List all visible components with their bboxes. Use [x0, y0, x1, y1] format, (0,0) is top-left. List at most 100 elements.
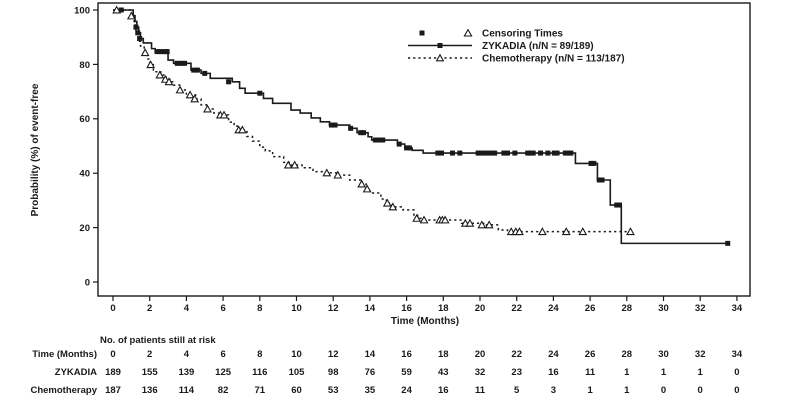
y-tick-label: 80	[79, 60, 90, 71]
x-tick-label: 20	[475, 303, 486, 314]
censor-square-marker	[202, 70, 208, 76]
censor-triangle-marker	[419, 215, 429, 224]
x-tick-label: 2	[147, 303, 152, 314]
censor-square-marker	[194, 67, 200, 73]
censor-square-marker	[492, 150, 498, 156]
risk-chemotherapy-value: 1	[587, 385, 593, 396]
censor-square-marker	[380, 137, 386, 143]
y-axis: 0 20 40 60 80 100	[74, 5, 98, 288]
censor-triangle-marker	[537, 227, 547, 236]
censor-triangle-marker	[515, 227, 524, 236]
x-tick-label: 8	[257, 303, 262, 314]
censor-triangle-marker	[146, 60, 156, 69]
risk-time-value: 20	[475, 349, 486, 360]
x-tick-label: 14	[365, 303, 376, 314]
censor-square-marker	[137, 36, 143, 42]
censor-square-marker	[438, 150, 444, 156]
risk-time-value: 8	[257, 349, 262, 360]
censor-square-marker	[360, 130, 366, 136]
censor-triangle-marker	[382, 198, 392, 207]
risk-zykadia-value: 23	[511, 367, 522, 378]
risk-chemotherapy-value: 16	[438, 385, 449, 396]
censor-square-marker	[372, 137, 378, 143]
censor-triangle-marker	[126, 11, 136, 20]
y-tick-label: 0	[85, 277, 90, 288]
censor-square-marker	[505, 150, 511, 156]
legend-label-chemotherapy: Chemotherapy (n/N = 113/187)	[482, 54, 625, 65]
censor-square-marker	[554, 150, 560, 156]
risk-chemotherapy-value: 53	[328, 385, 339, 396]
censor-square-marker	[191, 67, 197, 73]
x-tick-label: 22	[511, 303, 522, 314]
risk-chemotherapy-value: 136	[142, 385, 158, 396]
censor-square-marker	[565, 150, 571, 156]
censor-square-marker	[178, 60, 184, 66]
censor-triangle-marker	[175, 85, 185, 94]
risk-chemotherapy-value: 0	[661, 385, 666, 396]
risk-zykadia-value: 98	[328, 367, 339, 378]
x-tick-label: 18	[438, 303, 449, 314]
censor-square-marker	[591, 160, 597, 166]
risk-zykadia-value: 59	[401, 367, 412, 378]
censor-square-marker	[478, 150, 484, 156]
censor-triangle-marker	[283, 160, 293, 169]
censor-square-marker	[551, 150, 557, 156]
risk-chemotherapy-value: 60	[291, 385, 302, 396]
risk-time-value: 28	[622, 349, 633, 360]
censor-triangle-marker	[465, 218, 475, 227]
censor-square-marker	[158, 49, 164, 55]
risk-time-value: 4	[184, 349, 190, 360]
censor-triangle-marker	[219, 110, 229, 119]
censor-triangle-marker	[322, 168, 332, 177]
censor-triangle-marker	[362, 184, 372, 193]
censor-square-marker	[512, 150, 518, 156]
censor-square-marker	[484, 150, 490, 156]
censor-triangle-marker	[237, 125, 247, 134]
risk-time-value: 16	[401, 349, 412, 360]
y-tick-label: 20	[79, 223, 90, 234]
legend: Censoring Times ZYKADIA (n/N = 89/189) C…	[408, 28, 625, 65]
risk-zykadia-value: 139	[178, 367, 194, 378]
x-tick-label: 10	[291, 303, 302, 314]
censor-square-marker	[118, 7, 124, 13]
y-tick-label: 40	[79, 169, 90, 180]
censor-triangle-marker	[484, 220, 494, 229]
censor-square-marker	[404, 145, 410, 151]
risk-chemotherapy-value: 71	[255, 385, 266, 396]
x-axis: 0 2 4 6 8 10 12 14 16 18 20 22 24 26 28 30 32 34	[110, 296, 743, 314]
censor-square-marker	[396, 141, 402, 147]
risk-chemotherapy-value: 0	[698, 385, 703, 396]
censor-triangle-marker	[112, 5, 122, 14]
plot-frame	[97, 2, 751, 297]
risk-chemotherapy-value: 82	[218, 385, 229, 396]
risk-zykadia-value: 1	[661, 367, 667, 378]
risk-chemotherapy-value: 114	[179, 385, 195, 396]
zykadia-step-line	[113, 9, 728, 245]
risk-zykadia-value: 43	[438, 367, 449, 378]
risk-time-value: 10	[291, 349, 302, 360]
risk-time-value: 34	[732, 349, 743, 360]
censor-square-marker	[568, 150, 574, 156]
risk-row-label-chemotherapy: Chemotherapy	[30, 385, 97, 396]
risk-zykadia-value: 11	[585, 367, 596, 378]
censor-square-marker	[449, 150, 455, 156]
x-tick-label: 12	[328, 303, 339, 314]
censor-square-marker	[457, 150, 463, 156]
risk-time-value: 2	[147, 349, 152, 360]
censor-square-marker	[501, 150, 507, 156]
censor-triangle-marker	[185, 90, 195, 99]
risk-table-title: No. of patients still at risk	[100, 335, 216, 346]
risk-time-value: 32	[695, 349, 706, 360]
risk-time-value: 30	[658, 349, 669, 360]
censor-square-marker	[257, 90, 263, 96]
legend-label-zykadia: ZYKADIA (n/N = 89/189)	[482, 41, 594, 52]
risk-time-value: 22	[511, 349, 522, 360]
censor-square-marker	[481, 150, 487, 156]
x-tick-label: 28	[622, 303, 633, 314]
censor-square-marker	[525, 150, 531, 156]
y-tick-label: 100	[74, 5, 90, 16]
filled-square-icon	[419, 30, 425, 36]
censor-square-marker	[328, 122, 334, 128]
